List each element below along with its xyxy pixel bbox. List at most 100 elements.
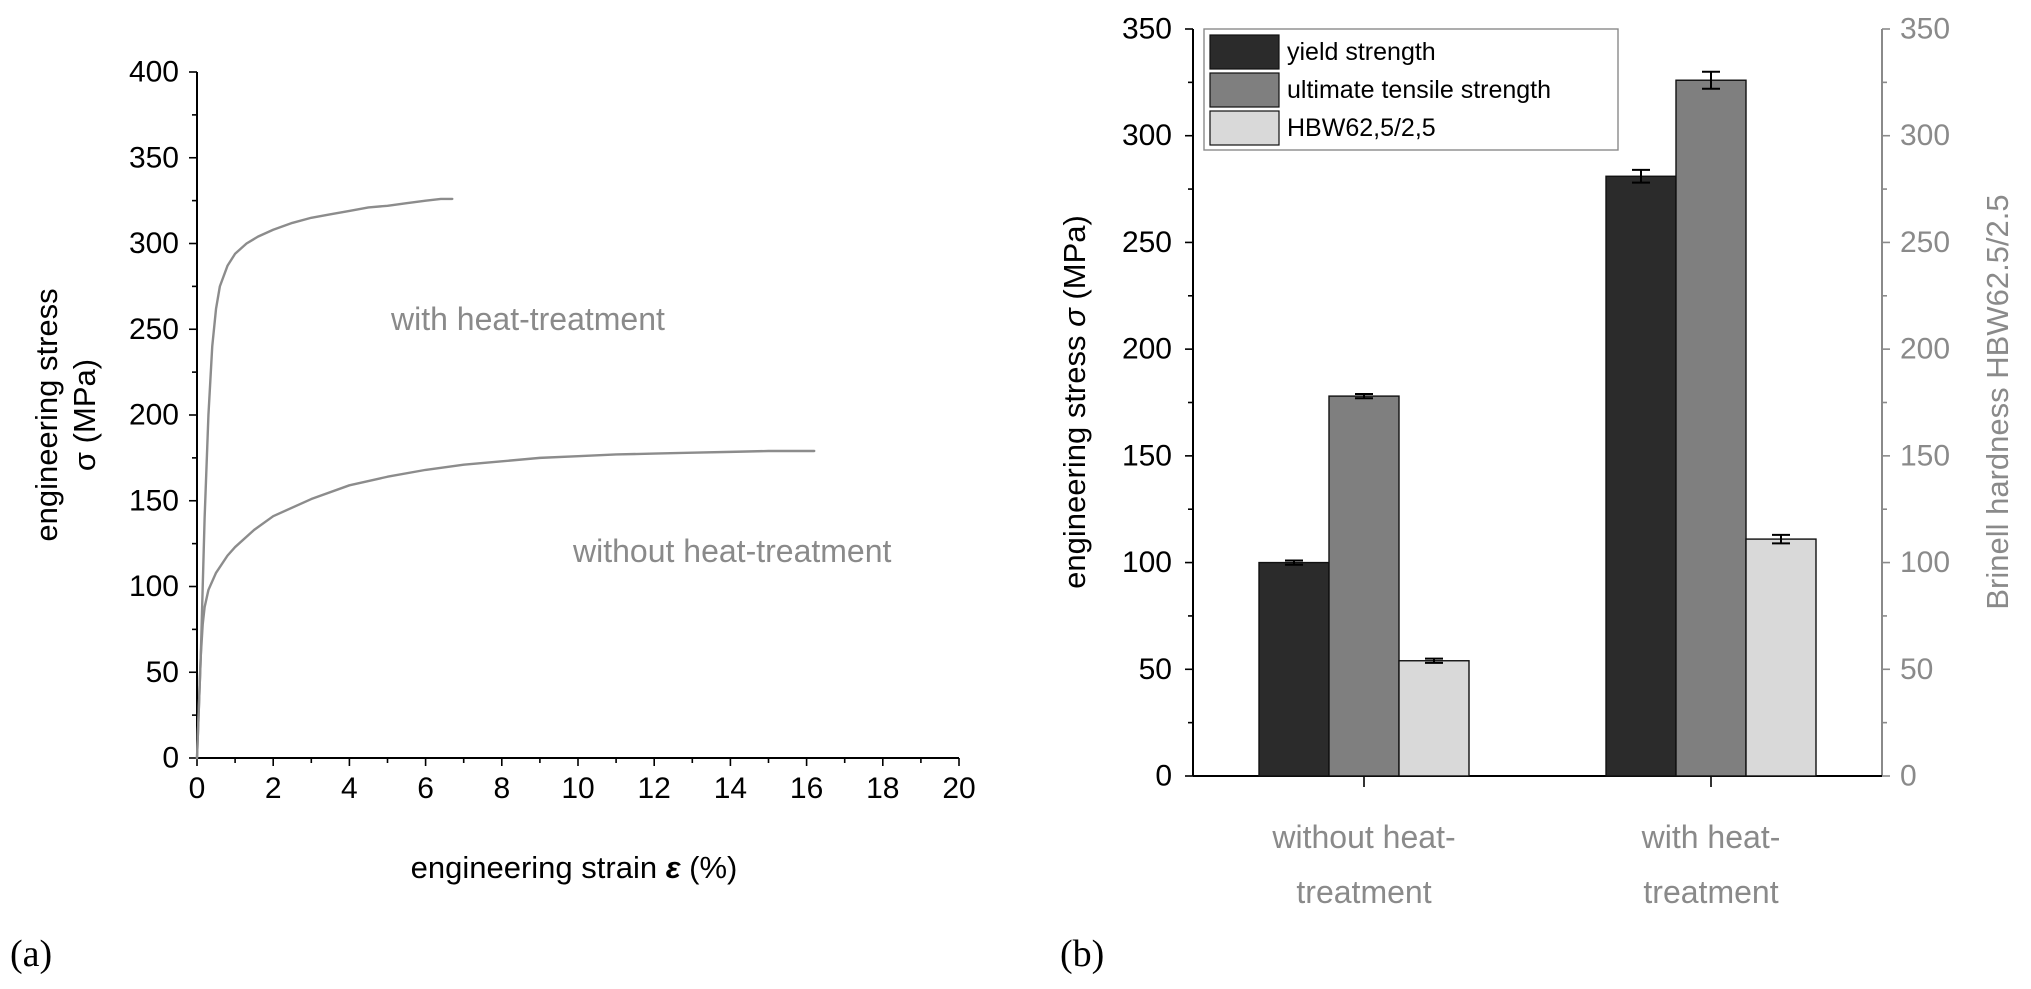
- panel-b-left-y-tick-label-2: 100: [1122, 546, 1172, 579]
- legend-label-yield-strength: yield strength: [1287, 38, 1436, 66]
- panel-b-right-y-tick-6: 300: [1882, 119, 1950, 152]
- legend-swatch-hardness: [1209, 110, 1280, 146]
- panel-a-y-tick-1: 50: [146, 656, 197, 689]
- panel-label-a: (a): [10, 933, 52, 975]
- panel-b-right-y-tick-label-2: 100: [1900, 546, 1950, 579]
- bar-ultimate-tensile-strength-with-heat-treatment: [1675, 79, 1747, 777]
- legend-item-ultimate-tensile-strength: ultimate tensile strength: [1209, 72, 1551, 108]
- error-bar-yield-strength-with-heat-treatment: [1632, 168, 1650, 184]
- panel-b-right-y-tick-2: 100: [1882, 546, 1950, 579]
- bar-ultimate-tensile-strength-without-heat-treatment: [1328, 395, 1400, 777]
- panel-a-y-tick-3: 150: [129, 484, 197, 517]
- panel-b-left-y-tick-label-6: 300: [1122, 119, 1172, 152]
- panel-b-category-label-1-line-2: treatment: [1643, 874, 1778, 910]
- panel-a-y-tick-label-5: 250: [129, 313, 179, 346]
- legend: yield strength ultimate tensile strength…: [1203, 28, 1619, 151]
- panel-b-left-y-tick-label-7: 350: [1122, 13, 1172, 46]
- panel-b-right-y-tick-3: 150: [1882, 439, 1950, 472]
- panel-b-right-y-tick-4: 200: [1882, 333, 1950, 366]
- panel-a-y-tick-5: 250: [129, 313, 197, 346]
- panel-a-y-tick-0: 0: [162, 742, 197, 775]
- panel-b-left-y-tick-4: 200: [1122, 333, 1193, 366]
- panel-a-y-axis-title: engineering stress σ (MPa): [29, 288, 102, 541]
- series-line-with-heat-treatment: [195, 197, 454, 760]
- panel-a-y-tick-6: 300: [129, 227, 197, 260]
- panel-a-x-tick-8: 16: [790, 758, 823, 805]
- error-bar-yield-strength-without-heat-treatment: [1285, 559, 1303, 566]
- annotation-without-heat-treatment: without heat-treatment: [572, 533, 892, 569]
- panel-a-x-axis-title: engineering strain ε (%): [411, 850, 738, 885]
- panel-b-bar-chart: 0 50 100 150 200 250 300 350: [1057, 13, 2015, 976]
- error-bar-ultimate-tensile-strength-with-heat-treatment: [1702, 70, 1720, 90]
- panel-a-x-tick-4: 8: [493, 758, 510, 805]
- panel-b-left-y-axis-title-symbol: σ: [1057, 307, 1092, 327]
- panel-b-left-y-tick-2: 100: [1122, 546, 1193, 579]
- panel-b-left-y-tick-label-5: 250: [1122, 226, 1172, 259]
- panel-a-x-tick-3: 6: [417, 758, 434, 805]
- panel-b-right-y-tick-label-6: 300: [1900, 119, 1950, 152]
- panel-a-x-axis-title-symbol: ε: [666, 850, 682, 885]
- panel-b-right-y-tick-0: 0: [1882, 760, 1917, 793]
- panel-b-left-y-tick-label-0: 0: [1155, 760, 1172, 793]
- panel-b-right-y-tick-label-4: 200: [1900, 333, 1950, 366]
- panel-a-y-tick-label-3: 150: [129, 484, 179, 517]
- panel-a-x-tick-1: 2: [265, 758, 282, 805]
- panel-a-x-tick-0: 0: [189, 758, 206, 805]
- panel-a-x-tick-label-9: 18: [866, 772, 899, 805]
- bar-hardness-without-heat-treatment: [1398, 660, 1470, 777]
- panel-a-x-tick-label-6: 12: [638, 772, 671, 805]
- series-line-without-heat-treatment: [195, 449, 816, 760]
- panel-a-y-tick-7: 350: [129, 141, 197, 174]
- panel-a-y-tick-label-8: 400: [129, 56, 179, 89]
- panel-a-x-axis-title-unit: (%): [681, 850, 738, 885]
- panel-b-category-label-0: without heat- treatment: [1271, 819, 1455, 910]
- panel-a-x-tick-5: 10: [561, 758, 595, 805]
- panel-a-x-tick-label-3: 6: [417, 772, 434, 805]
- panel-b-left-y-tick-1: 50: [1139, 653, 1193, 686]
- bar-yield-strength-without-heat-treatment: [1258, 561, 1330, 777]
- panel-a-y-tick-label-2: 100: [129, 570, 179, 603]
- panel-a-y-tick-label-7: 350: [129, 141, 179, 174]
- legend-item-hardness: HBW62,5/2,5: [1209, 110, 1436, 146]
- panel-b-right-y-tick-label-0: 0: [1900, 760, 1917, 793]
- panel-b-right-y-axis-title: Brinell hardness HBW62.5/2.5: [1980, 194, 2015, 609]
- panel-b-category-label-1-line-1: with heat-: [1641, 819, 1781, 855]
- panel-a-y-tick-4: 200: [129, 399, 197, 432]
- panel-a-y-tick-label-0: 0: [162, 742, 179, 775]
- panel-b-left-y-axis-title: engineering stress σ (MPa): [1057, 215, 1092, 589]
- panel-b-left-y-tick-label-4: 200: [1122, 333, 1172, 366]
- panel-a-x-tick-6: 12: [638, 758, 671, 805]
- panel-a-y-tick-2: 100: [129, 570, 197, 603]
- panel-a-y-axis-title-line-2: σ (MPa): [67, 359, 102, 471]
- panel-b-category-label-0-line-1: without heat-: [1271, 819, 1455, 855]
- panel-b-right-y-tick-7: 350: [1882, 13, 1950, 46]
- panel-b-left-y-tick-6: 300: [1122, 119, 1193, 152]
- panel-a-x-tick-9: 18: [866, 758, 899, 805]
- panel-b-left-y-tick-label-3: 150: [1122, 439, 1172, 472]
- panel-b-category-label-0-line-2: treatment: [1296, 874, 1431, 910]
- panel-b-left-y-tick-0: 0: [1155, 760, 1193, 793]
- panel-a-x-tick-label-1: 2: [265, 772, 282, 805]
- panel-b-left-y-tick-5: 250: [1122, 226, 1193, 259]
- bar-yield-strength-with-heat-treatment: [1605, 175, 1677, 777]
- legend-swatch-yield-strength: [1209, 34, 1280, 70]
- panel-b-left-y-tick-label-1: 50: [1139, 653, 1172, 686]
- legend-label-ultimate-tensile-strength: ultimate tensile strength: [1287, 76, 1551, 104]
- panel-a-y-minor-ticks: [192, 114, 197, 716]
- panel-a-x-tick-label-5: 10: [561, 772, 594, 805]
- bar-hardness-with-heat-treatment: [1745, 538, 1817, 777]
- legend-label-hardness: HBW62,5/2,5: [1287, 114, 1436, 142]
- panel-a-x-tick-label-4: 8: [493, 772, 510, 805]
- panel-a-line-chart: 0 50 100 150 200 250 300 350: [10, 56, 976, 976]
- legend-swatch-ultimate-tensile-strength: [1209, 72, 1280, 108]
- panel-b-left-y-tick-7: 350: [1122, 13, 1193, 46]
- panel-a-x-tick-label-10: 20: [942, 772, 975, 805]
- panel-b-right-y-tick-label-1: 50: [1900, 653, 1933, 686]
- legend-item-yield-strength: yield strength: [1209, 34, 1436, 70]
- panel-a-y-tick-label-6: 300: [129, 227, 179, 260]
- panel-b-right-y-tick-label-5: 250: [1900, 226, 1950, 259]
- panel-a-x-tick-label-0: 0: [189, 772, 206, 805]
- panel-b-right-y-tick-label-3: 150: [1900, 439, 1950, 472]
- panel-b-right-y-tick-5: 250: [1882, 226, 1950, 259]
